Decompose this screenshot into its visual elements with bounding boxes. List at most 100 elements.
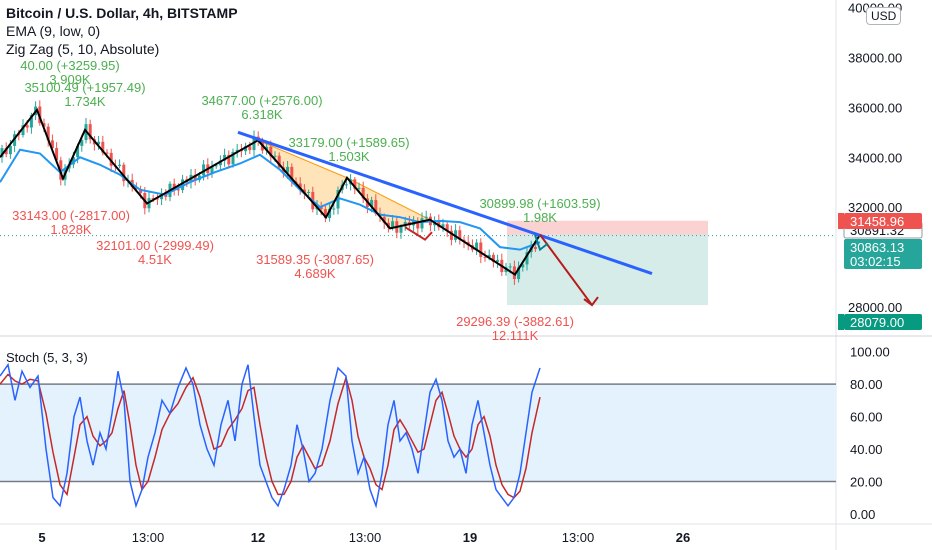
candle-body[interactable] (361, 187, 365, 199)
candle-body[interactable] (181, 179, 185, 191)
candle-body[interactable] (307, 191, 311, 193)
candle-body[interactable] (164, 194, 168, 197)
candle-body[interactable] (160, 194, 164, 200)
candle-body[interactable] (416, 220, 420, 229)
ema-line[interactable] (0, 148, 541, 251)
candle-body[interactable] (29, 115, 33, 128)
candle-body[interactable] (374, 200, 378, 214)
price-tag-target[interactable] (844, 314, 922, 330)
candle-body[interactable] (445, 224, 449, 231)
candle-body[interactable] (496, 259, 500, 262)
candle-body[interactable] (521, 264, 525, 268)
zigzag-line[interactable] (0, 107, 541, 276)
candle-body[interactable] (235, 149, 239, 152)
candle-body[interactable] (101, 141, 105, 153)
currency-badge[interactable]: USD (866, 7, 902, 25)
candle-body[interactable] (46, 126, 50, 141)
candle-body[interactable] (218, 160, 222, 166)
candle-body[interactable] (118, 164, 122, 166)
candle-body[interactable] (4, 148, 8, 155)
candle-body[interactable] (109, 152, 113, 166)
candle-body[interactable] (487, 254, 491, 258)
price-tag-last[interactable] (844, 239, 922, 255)
candle-body[interactable] (475, 242, 479, 250)
candle-body[interactable] (458, 230, 462, 240)
candle-body[interactable] (202, 164, 206, 176)
candle-body[interactable] (223, 154, 227, 161)
candle-body[interactable] (286, 166, 290, 173)
candle-body[interactable] (357, 187, 361, 189)
candle-body[interactable] (290, 166, 294, 182)
zigzag-indicator-label[interactable]: Zig Zag (5, 10, Absolute) (6, 41, 160, 57)
candle-body[interactable] (155, 198, 159, 200)
projection-arrow[interactable] (539, 234, 593, 306)
candle-body[interactable] (88, 124, 92, 140)
candle-body[interactable] (328, 208, 332, 219)
candle-body[interactable] (8, 145, 12, 155)
symbol-title[interactable]: Bitcoin / U.S. Dollar, 4h, BITSTAMP (6, 5, 238, 21)
candle-body[interactable] (382, 216, 386, 223)
candle-body[interactable] (424, 216, 428, 219)
zigzag-label-volume: 12.111K (492, 328, 539, 343)
candle-body[interactable] (193, 174, 197, 181)
candle-body[interactable] (50, 140, 54, 149)
candle-body[interactable] (176, 189, 180, 191)
candle-body[interactable] (323, 209, 327, 219)
stoch-indicator-label[interactable]: Stoch (5, 3, 3) (6, 350, 88, 365)
candle-body[interactable] (391, 221, 395, 228)
candle-body[interactable] (512, 266, 516, 280)
candle-body[interactable] (277, 155, 281, 168)
candle-body[interactable] (231, 151, 235, 165)
ema-indicator-label[interactable]: EMA (9, low, 0) (6, 23, 101, 39)
candle-body[interactable] (273, 155, 277, 157)
candle-body[interactable] (441, 224, 445, 228)
candle-body[interactable] (370, 200, 374, 207)
price-tag-stop[interactable] (844, 213, 922, 229)
candle-body[interactable] (244, 146, 248, 152)
price-tag-stop-label: 31458.96 (850, 214, 904, 229)
candle-body[interactable] (525, 252, 529, 265)
price-tag-countdown[interactable] (844, 253, 922, 269)
stop-loss-zone[interactable] (507, 220, 708, 235)
candle-body[interactable] (508, 266, 512, 268)
candle-body[interactable] (139, 188, 143, 193)
stoch-k-line[interactable] (0, 362, 541, 509)
time-tick-label: 5 (38, 530, 45, 545)
candle-body[interactable] (214, 165, 218, 167)
candle-body[interactable] (55, 148, 59, 161)
candle-body[interactable] (76, 145, 80, 158)
candle-body[interactable] (210, 166, 214, 174)
candle-body[interactable] (479, 242, 483, 257)
candle-body[interactable] (517, 267, 521, 280)
candle-body[interactable] (227, 154, 231, 165)
candle-body[interactable] (42, 123, 46, 127)
candle-body[interactable] (399, 226, 403, 233)
candle-body[interactable] (71, 157, 75, 165)
candle-body[interactable] (248, 146, 252, 151)
candle-body[interactable] (353, 179, 357, 189)
stoch-d-line[interactable] (0, 373, 541, 499)
candle-body[interactable] (105, 152, 109, 154)
candle-body[interactable] (533, 246, 537, 250)
candle-body[interactable] (298, 183, 302, 190)
candle-body[interactable] (97, 141, 101, 145)
candle-body[interactable] (449, 230, 453, 240)
candle-body[interactable] (269, 146, 273, 157)
candle-body[interactable] (25, 125, 29, 128)
candle-body[interactable] (302, 189, 306, 193)
candle-body[interactable] (151, 198, 155, 200)
candle-body[interactable] (420, 218, 424, 229)
candle-body[interactable] (491, 254, 495, 262)
candle-body[interactable] (172, 183, 176, 190)
candle-body[interactable] (0, 148, 4, 158)
candle-body[interactable] (122, 164, 126, 182)
candle-body[interactable] (332, 208, 336, 210)
candle-body[interactable] (80, 140, 84, 146)
candle-body[interactable] (344, 184, 348, 186)
trend-line[interactable] (237, 130, 653, 276)
candle-body[interactable] (21, 125, 25, 136)
candle-body[interactable] (483, 256, 487, 258)
candle-body[interactable] (437, 220, 441, 228)
take-profit-zone[interactable] (507, 234, 708, 306)
